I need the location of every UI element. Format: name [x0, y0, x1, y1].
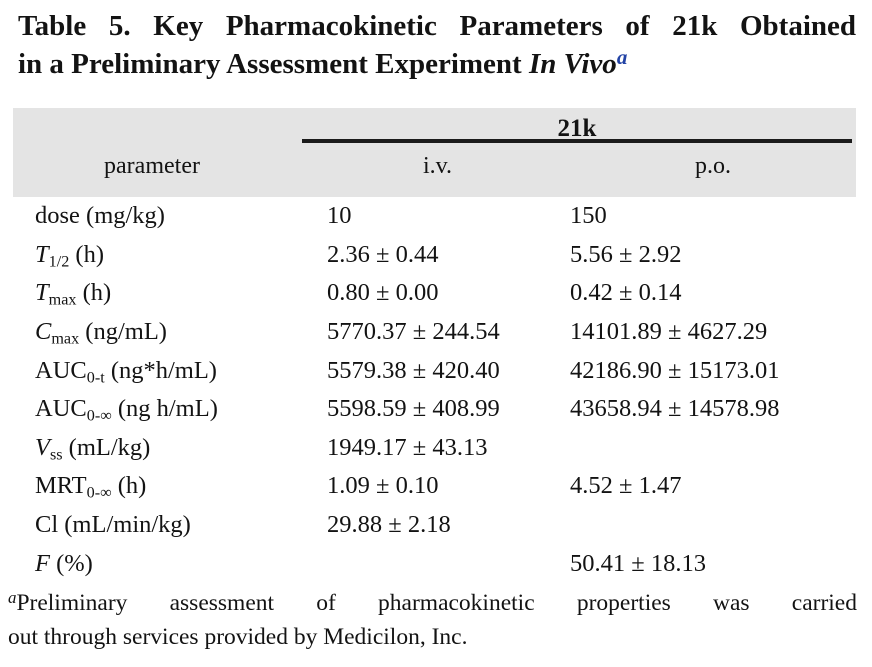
iv-value-cell: 10	[327, 202, 352, 230]
footnote-line1: aPreliminary assessment of pharmacokinet…	[8, 586, 857, 620]
table-row: F (%) 50.41 ± 18.13	[13, 544, 856, 583]
iv-value-cell: 5598.59 ± 408.99	[327, 395, 500, 423]
footnote-line2-text: out through services provided by Medicil…	[8, 624, 468, 650]
po-value-cell: 43658.94 ± 14578.98	[570, 395, 780, 423]
table-row: dose (mg/kg) 10 150	[13, 197, 856, 236]
po-value-cell: 150	[570, 202, 607, 230]
column-labels-row: parameter i.v. p.o.	[13, 143, 856, 189]
column-spanner-21k: 21k	[557, 115, 597, 142]
table-row: Tmax (h) 0.80 ± 0.00 0.42 ± 0.14	[13, 274, 856, 313]
table-row: Cmax (ng/mL) 5770.37 ± 244.54 14101.89 ± 4…	[13, 313, 856, 352]
iv-value-cell: 1.09 ± 0.10	[327, 472, 439, 500]
table-header-band: 21k parameter i.v. p.o.	[13, 108, 856, 197]
table-title-line1: Table 5. Key Pharmacokinetic Parameters …	[18, 10, 856, 42]
table-row: AUC0-∞ (ng h/mL) 5598.59 ± 408.99 43658.94…	[13, 390, 856, 429]
table-row: Vss (mL/kg) 1949.17 ± 43.13	[13, 429, 856, 468]
po-value-cell: 50.41 ± 18.13	[570, 549, 706, 577]
parameter-cell: AUC0-∞ (ng h/mL)	[35, 395, 218, 425]
parameter-cell: dose (mg/kg)	[35, 202, 165, 230]
table-row: AUC0-t (ng*h/mL) 5579.38 ± 420.40 42186.90…	[13, 351, 856, 390]
table-footnote: aPreliminary assessment of pharmacokinet…	[8, 586, 857, 654]
parameter-cell: F (%)	[35, 549, 93, 577]
iv-value-cell: 0.80 ± 0.00	[327, 279, 439, 307]
table-title-line2-regular: in a Preliminary Assessment Experiment	[18, 48, 529, 80]
table-title: Table 5. Key Pharmacokinetic Parameters …	[18, 7, 856, 83]
parameter-cell: T1/2 (h)	[35, 240, 104, 271]
parameter-cell: Cl (mL/min/kg)	[35, 511, 191, 539]
table-title-line2: in a Preliminary Assessment Experiment I…	[18, 45, 856, 83]
spanner-rule	[302, 139, 852, 143]
footnote-line1-text: Preliminary assessment of pharmacokineti…	[16, 590, 857, 616]
po-value-cell: 14101.89 ± 4627.29	[570, 318, 768, 346]
po-value-cell: 4.52 ± 1.47	[570, 472, 682, 500]
column-header-parameter: parameter	[104, 152, 200, 179]
table-row: MRT0-∞ (h) 1.09 ± 0.10 4.52 ± 1.47	[13, 467, 856, 506]
parameter-cell: Vss (mL/kg)	[35, 433, 151, 464]
iv-value-cell: 5770.37 ± 244.54	[327, 318, 500, 346]
table-body: dose (mg/kg) 10 150 T1/2 (h) 2.36 ± 0.44 5.56…	[13, 197, 856, 583]
po-value-cell: 42186.90 ± 15173.01	[570, 356, 780, 384]
iv-value-cell: 1949.17 ± 43.13	[327, 433, 488, 461]
iv-value-cell: 5579.38 ± 420.40	[327, 356, 500, 384]
column-header-iv: i.v.	[422, 152, 453, 179]
parameter-cell: Cmax (ng/mL)	[35, 318, 167, 348]
table-title-invivo: In Vivo	[528, 48, 617, 80]
po-value-cell: 0.42 ± 0.14	[570, 279, 682, 307]
table-row: Cl (mL/min/kg) 29.88 ± 2.18	[13, 506, 856, 545]
table-row: T1/2 (h) 2.36 ± 0.44 5.56 ± 2.92	[13, 236, 856, 275]
parameter-cell: Tmax (h)	[35, 279, 112, 309]
parameter-cell: AUC0-t (ng*h/mL)	[35, 356, 217, 387]
iv-value-cell: 29.88 ± 2.18	[327, 511, 451, 539]
po-value-cell: 5.56 ± 2.92	[570, 240, 682, 268]
footnote-mark: a	[8, 588, 17, 607]
footnote-marker-a: a	[616, 45, 628, 69]
column-header-po: p.o.	[695, 152, 731, 179]
iv-value-cell: 2.36 ± 0.44	[327, 240, 439, 268]
parameter-cell: MRT0-∞ (h)	[35, 472, 147, 502]
